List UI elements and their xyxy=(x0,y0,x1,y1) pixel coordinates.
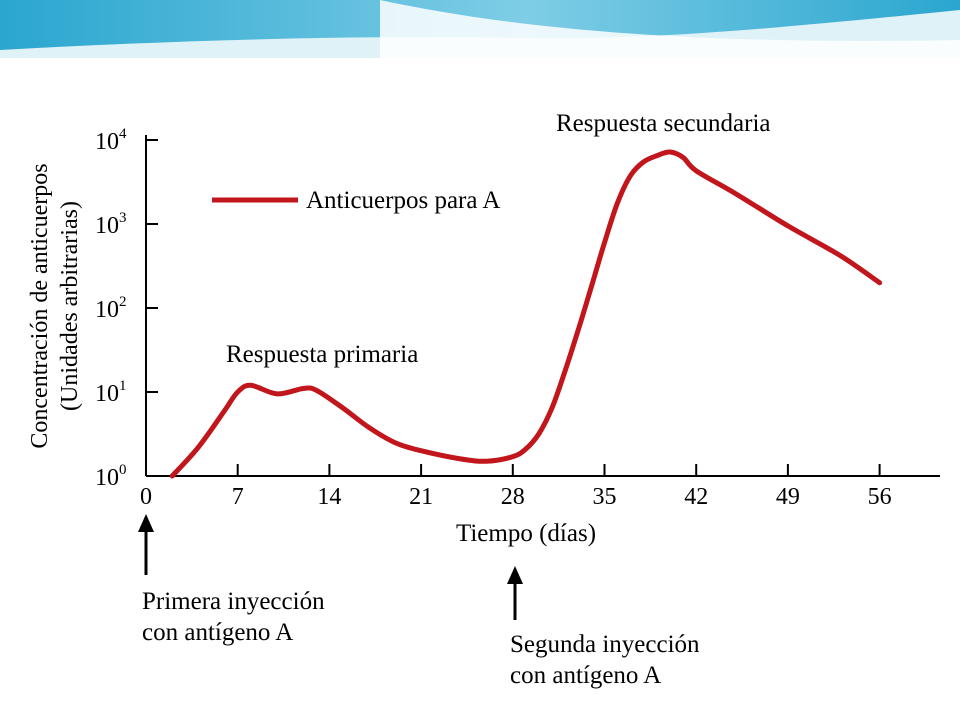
x-tick-label: 7 xyxy=(232,484,244,510)
y-tick-label: 100 xyxy=(95,462,127,491)
y-tick-label: 102 xyxy=(95,294,127,323)
slide-header-banner xyxy=(0,0,960,60)
first-injection-label-line1: Primera inyección xyxy=(142,588,325,615)
first-injection-arrow xyxy=(138,514,154,575)
annotation-primary-response: Respuesta primaria xyxy=(226,341,418,368)
y-axis-label-line2: (Unidades arbitrarias) xyxy=(57,201,83,411)
second-injection-label-line1: Segunda inyección xyxy=(510,631,700,658)
x-tick-label: 21 xyxy=(409,484,433,510)
annotation-secondary-response: Respuesta secundaria xyxy=(556,110,771,137)
y-tick-label: 103 xyxy=(95,210,127,239)
x-tick-label: 28 xyxy=(501,484,525,510)
x-tick-label: 56 xyxy=(868,484,892,510)
x-tick-label: 35 xyxy=(593,484,617,510)
x-tick-label: 0 xyxy=(140,484,152,510)
x-tick-label: 14 xyxy=(317,484,341,510)
y-tick-label: 104 xyxy=(95,126,127,155)
y-tick-label: 101 xyxy=(95,378,127,407)
legend: Anticuerpos para A xyxy=(212,187,500,214)
y-tick-group: 100 101 102 103 104 xyxy=(95,126,158,491)
x-tick-label: 42 xyxy=(684,484,708,510)
x-axis-label: Tiempo (días) xyxy=(456,520,596,547)
first-injection-label-line2: con antígeno A xyxy=(142,619,293,646)
series-line-anticuerpos-a xyxy=(169,149,883,479)
second-injection-arrow xyxy=(507,566,523,620)
second-injection-label-line2: con antígeno A xyxy=(510,662,661,689)
x-tick-label: 49 xyxy=(776,484,800,510)
y-axis-label-line1: Concentración de anticuerpos xyxy=(27,163,53,448)
x-tick-group: 0 7 14 21 28 35 42 49 56 xyxy=(140,464,892,510)
legend-label: Anticuerpos para A xyxy=(306,187,500,214)
